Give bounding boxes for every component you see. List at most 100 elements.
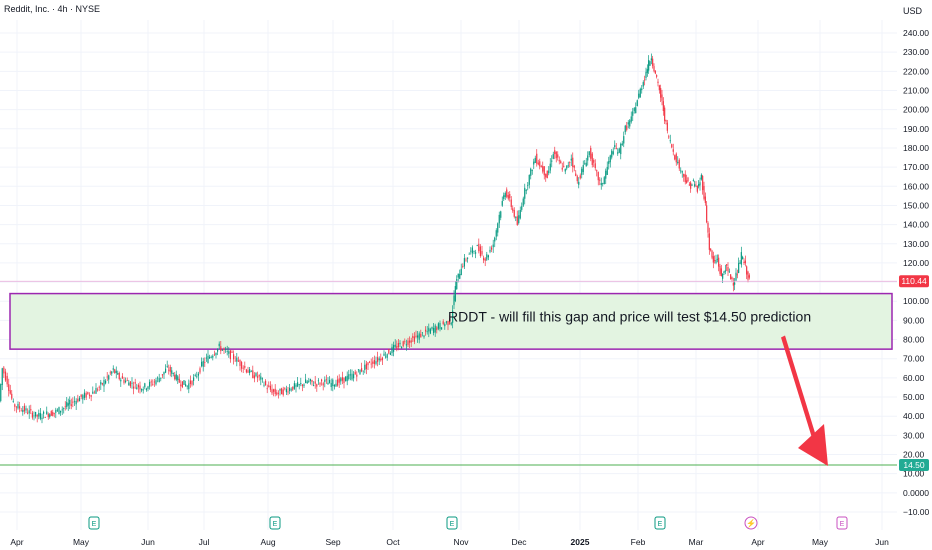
candle-body xyxy=(718,257,720,267)
candle-body xyxy=(657,81,659,84)
candle-body xyxy=(649,61,651,66)
candle-body xyxy=(635,107,637,114)
candle-body xyxy=(686,180,688,183)
candle-body xyxy=(98,386,100,388)
candle-body xyxy=(646,69,648,73)
candle-body xyxy=(155,380,157,385)
candle-body xyxy=(303,384,305,387)
candle-body xyxy=(600,183,602,186)
candle-body xyxy=(306,381,308,384)
candle-body xyxy=(666,122,668,131)
candle-body xyxy=(97,389,99,391)
candle-body xyxy=(716,258,718,260)
candle-body xyxy=(394,344,396,347)
candle-body xyxy=(575,173,577,176)
price-axis[interactable]: 240.00 230.00 220.00 210.00 200.00 190.00 180.… xyxy=(903,28,930,517)
candle-body xyxy=(516,216,518,225)
candle-body xyxy=(266,388,268,390)
candle-body xyxy=(186,385,188,387)
candle-body xyxy=(404,341,406,343)
candle-body xyxy=(584,163,586,165)
candle-body xyxy=(491,247,493,250)
candle-body xyxy=(734,282,736,285)
candle-body xyxy=(284,387,286,389)
candle-body xyxy=(31,412,33,418)
candle-body xyxy=(453,295,455,306)
candle-body xyxy=(165,368,167,373)
candle-body xyxy=(72,401,74,403)
candle-body xyxy=(572,157,574,167)
candle-body xyxy=(245,369,247,373)
candle-body xyxy=(161,374,163,376)
candle-body xyxy=(439,322,441,330)
price-badge-label: 14.50 xyxy=(903,460,925,470)
candle-body xyxy=(593,160,595,163)
candle-body xyxy=(69,399,71,405)
candle-body xyxy=(244,365,246,368)
candle-body xyxy=(596,170,598,172)
candle-body xyxy=(375,361,377,364)
candle-body xyxy=(257,376,259,378)
candle-body xyxy=(654,70,656,74)
candle-body xyxy=(378,358,380,361)
candle-body xyxy=(381,357,383,361)
candle-body xyxy=(329,379,331,384)
candle-body xyxy=(212,355,214,358)
candle-body xyxy=(44,417,46,419)
candle-body xyxy=(75,400,77,405)
candle-body xyxy=(287,391,289,393)
candle-body xyxy=(311,379,313,383)
candle-body xyxy=(680,170,682,172)
candle-body xyxy=(415,335,417,337)
candle-body xyxy=(139,385,141,390)
candle-body xyxy=(706,205,708,223)
candle-body xyxy=(487,255,489,258)
candle-body xyxy=(78,397,81,402)
candle-body xyxy=(551,160,553,162)
candle-body xyxy=(343,377,345,384)
candle-body xyxy=(175,374,177,380)
earnings-letter: E xyxy=(840,521,845,528)
candle-body xyxy=(370,363,372,365)
candle-body xyxy=(279,388,281,391)
candle-body xyxy=(695,185,697,187)
candle-body xyxy=(268,385,270,387)
y-tick-label: 130.00 xyxy=(903,239,929,249)
candle-body xyxy=(348,374,350,380)
candle-body xyxy=(504,192,506,197)
candle-body xyxy=(210,356,212,358)
x-tick-label: Sep xyxy=(325,537,340,547)
candle-body xyxy=(627,122,629,125)
candle-body xyxy=(507,195,509,199)
candle-body xyxy=(402,341,404,347)
candle-body xyxy=(590,147,592,159)
candle-body xyxy=(540,166,542,168)
candle-body xyxy=(420,333,422,338)
earnings-icon xyxy=(654,516,666,530)
arrow-shaft xyxy=(781,335,816,439)
candle-body xyxy=(285,388,287,393)
candle-body xyxy=(407,340,409,345)
x-tick-label: May xyxy=(812,537,829,547)
earnings-letter: E xyxy=(450,521,455,528)
candle-body xyxy=(181,381,183,388)
candle-body xyxy=(282,389,284,395)
candle-body xyxy=(295,384,297,387)
candle-body xyxy=(335,383,337,387)
candle-body xyxy=(83,392,86,398)
candle-body xyxy=(552,154,554,159)
candle-body xyxy=(207,355,209,363)
x-tick-label: May xyxy=(73,537,90,547)
candle-body xyxy=(533,161,535,165)
candle-body xyxy=(656,75,658,77)
candle-body xyxy=(739,262,741,264)
candle-body xyxy=(665,119,667,122)
candle-body xyxy=(671,144,673,148)
time-axis[interactable]: Apr May Jun Jul Aug Sep Oct Nov Dec 2025 Feb Mar Apr… xyxy=(10,537,889,547)
candle-body xyxy=(137,384,139,388)
candle-body xyxy=(747,271,749,280)
candle-body xyxy=(313,385,315,386)
candle-body xyxy=(269,385,271,390)
candle-body xyxy=(180,384,182,387)
